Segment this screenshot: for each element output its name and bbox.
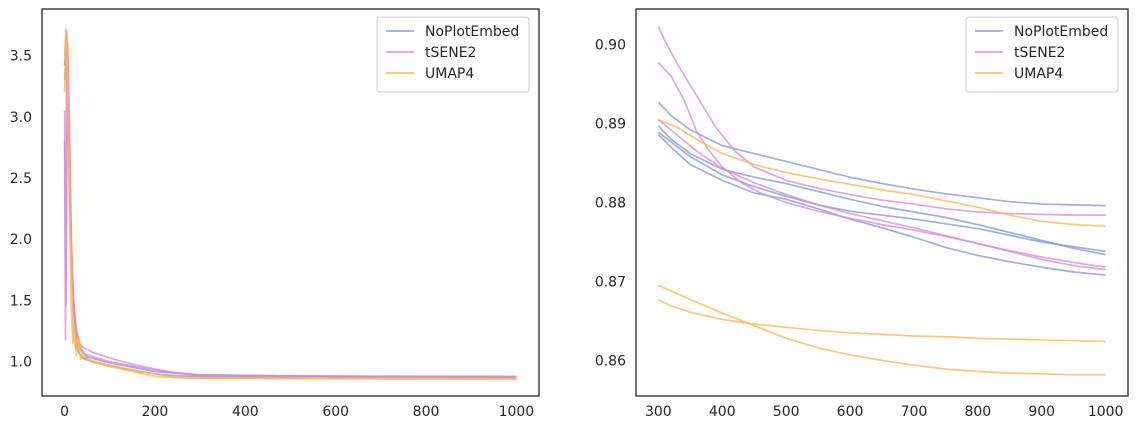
- y-tick-label: 1.0: [10, 355, 32, 371]
- x-tick-label: 800: [413, 404, 440, 420]
- x-tick-label: 1000: [499, 404, 535, 420]
- legend-label-tsene2: tSENE2: [1014, 45, 1065, 61]
- x-tick-label: 400: [232, 404, 259, 420]
- x-tick-label: 400: [709, 404, 736, 420]
- y-tick-label: 0.88: [595, 196, 626, 212]
- y-tick-label: 1.5: [10, 293, 32, 309]
- y-tick-label: 2.0: [10, 232, 32, 248]
- series-group: [63, 27, 517, 380]
- series-line-noplotembed-1: [657, 125, 1106, 256]
- y-tick-label: 2.5: [10, 171, 32, 187]
- y-tick-label: 0.87: [595, 274, 626, 290]
- legend-label-noplotembed: NoPlotEmbed: [425, 24, 519, 40]
- legend-label-umap4: UMAP4: [425, 66, 474, 82]
- legend: NoPlotEmbed tSENE2 UMAP4: [376, 16, 530, 93]
- series-line-tsene2-6: [657, 118, 1106, 269]
- x-tick-label: 500: [773, 404, 800, 420]
- series-line-umap4-5: [63, 36, 517, 380]
- axes-frame: [635, 8, 1129, 397]
- legend-label-noplotembed: NoPlotEmbed: [1014, 24, 1108, 40]
- y-tick-label: 3.0: [10, 110, 32, 126]
- x-tick-label: 800: [964, 404, 991, 420]
- x-tick-label: 700: [901, 404, 928, 420]
- series-line-noplotembed-2: [657, 133, 1106, 277]
- y-tick-label: 3.5: [10, 49, 32, 65]
- series-line-tsene2-4: [657, 26, 1106, 216]
- right-panel: 300 400 500 600 700 800 900 1000 0.86 0.87 0.88 0.8…: [595, 8, 1129, 420]
- legend-label-umap4: UMAP4: [1014, 66, 1063, 82]
- series-line-umap4-7: [658, 118, 1106, 228]
- y-tick-label: 0.86: [595, 353, 626, 369]
- y-tick-label: 0.89: [595, 117, 626, 133]
- y-tick-label: 0.90: [595, 38, 626, 54]
- legend-box: [965, 16, 1119, 93]
- x-tick-label: 600: [837, 404, 864, 420]
- legend-box: [376, 16, 530, 93]
- x-tick-label: 200: [142, 404, 169, 420]
- legend: NoPlotEmbed tSENE2 UMAP4: [965, 16, 1119, 93]
- series-line-umap4-9: [657, 298, 1106, 343]
- x-tick-label: 300: [645, 404, 672, 420]
- series-line-umap4-8: [658, 284, 1106, 376]
- x-tick-label: 0: [60, 404, 69, 420]
- axes-frame: [41, 8, 540, 397]
- series-line-noplotembed-0: [657, 101, 1106, 207]
- x-tick-label: 600: [322, 404, 349, 420]
- x-tick-label: 1000: [1088, 404, 1124, 420]
- x-tick-label: 900: [1028, 404, 1055, 420]
- series-group: [657, 26, 1106, 376]
- left-panel: 0 200 400 600 800 1000 1.0 1.5 2.0 2.5 3.0 3.5 NoPlo…: [10, 8, 540, 420]
- legend-label-tsene2: tSENE2: [425, 45, 476, 61]
